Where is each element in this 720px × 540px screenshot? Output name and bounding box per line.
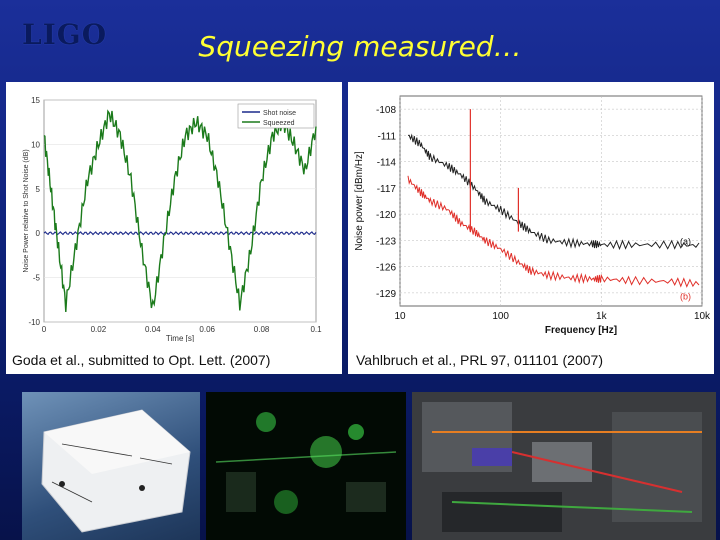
x-tick-label: 0 (42, 325, 47, 334)
y-tick-label: -123 (376, 236, 396, 247)
right-plot-panel: -108 -111 -114 -117 -120 -123 -126 -129 10 100 1k 1… (348, 82, 714, 374)
x-tick-label: 0.02 (91, 325, 107, 334)
slide-title: Squeezing measured… (198, 30, 522, 63)
series-line-squeezed (43, 109, 317, 313)
y-tick-label: 5 (36, 185, 41, 194)
right-caption: Vahlbruch et al., PRL 97, 011101 (2007) (356, 352, 603, 368)
y-tick-label: 10 (31, 140, 40, 149)
y-tick-label: -120 (376, 210, 396, 221)
series-line-b (407, 175, 700, 288)
left-plot-panel: 15 10 5 0 -5 -10 0 0.02 0.04 0.06 0.08 0.1 Time [s] N… (6, 82, 342, 374)
y-axis-label: Noise power [dBm/Hz] (354, 151, 365, 251)
y-tick-label: -10 (28, 318, 40, 327)
y-tick-label: -108 (376, 105, 396, 116)
green-laser-illustration (206, 392, 406, 540)
y-tick-label: -126 (376, 263, 396, 274)
legend-label-shot: Shot noise (263, 110, 296, 117)
x-tick-label: 0.1 (310, 325, 322, 334)
x-axis-label: Frequency [Hz] (545, 325, 617, 336)
x-tick-label: 100 (492, 311, 509, 322)
squeezer-setup-photo (412, 392, 716, 540)
x-tick-label: 0.08 (254, 325, 270, 334)
annotation-b: (b) (680, 292, 691, 302)
x-tick-label: 10 (394, 311, 406, 322)
y-tick-label: -114 (377, 158, 397, 169)
crystal-photo (22, 392, 200, 540)
y-tick-label: 15 (31, 96, 40, 105)
y-tick-label: -129 (376, 289, 396, 300)
annotation-a: (a) (680, 236, 691, 246)
setup-illustration (412, 392, 716, 540)
y-axis-label: Noise Power relative to Shot Noise (dB) (23, 149, 30, 272)
plot-area (399, 95, 703, 307)
y-tick-label: -117 (377, 184, 397, 195)
x-tick-label: 1k (596, 311, 608, 322)
left-caption: Goda et al., submitted to Opt. Lett. (20… (12, 352, 271, 368)
x-tick-label: 10k (694, 311, 711, 322)
legend-box (237, 103, 315, 129)
ligo-logo: LIGO (22, 18, 108, 51)
optics-table-green-photo (206, 392, 406, 540)
x-axis-label: Time [s] (166, 334, 194, 342)
legend-label-squeezed: Squeezed (263, 120, 295, 127)
series-line-shot-noise (43, 231, 317, 236)
y-tick-label: -5 (33, 274, 41, 283)
noise-power-chart: -108 -111 -114 -117 -120 -123 -126 -129 10 100 1k 1… (354, 95, 711, 336)
crystal-illustration (41, 409, 191, 533)
y-tick-label: 0 (36, 229, 41, 238)
x-tick-label: 0.04 (145, 325, 161, 334)
x-tick-label: 0.06 (199, 325, 215, 334)
y-tick-label: -111 (377, 131, 396, 142)
series-line-a (407, 133, 700, 251)
